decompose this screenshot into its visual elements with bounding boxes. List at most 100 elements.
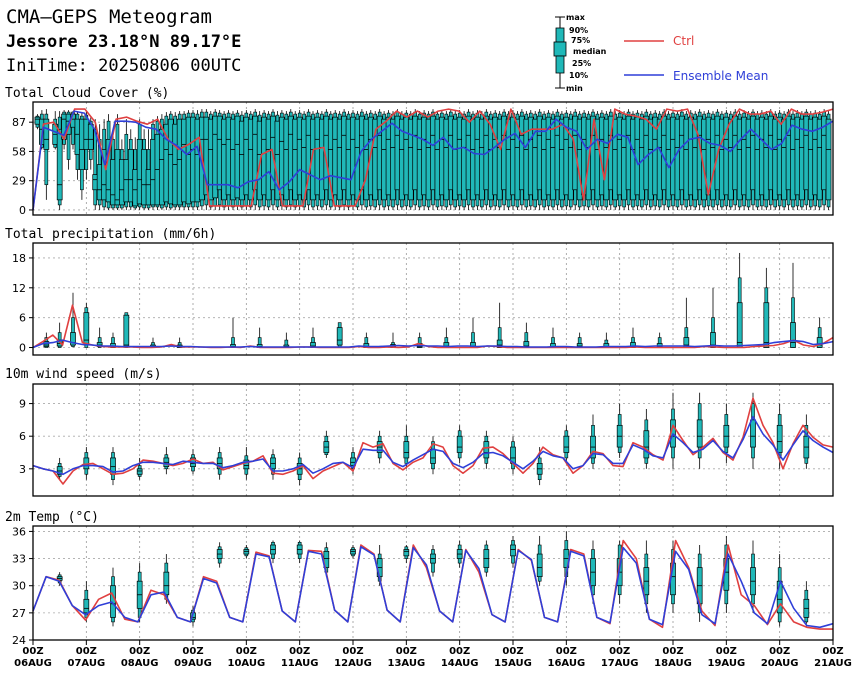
ensemble-box <box>430 545 436 577</box>
x-tick-date: 21AUG <box>814 658 852 669</box>
ensemble-box <box>123 119 130 210</box>
ensemble-box <box>56 457 63 480</box>
box-p25-p75 <box>696 419 703 448</box>
ensemble-box <box>532 111 539 210</box>
box-p25-p75 <box>510 544 516 557</box>
x-tick-time: 00Z <box>716 646 737 657</box>
x-tick-date: 14AUG <box>441 658 479 669</box>
panel: Total Cloud Cover (%) 0 29 58 87 <box>5 86 834 217</box>
ensemble-box <box>470 317 476 348</box>
ensemble-box <box>136 563 143 622</box>
legend-box-label: 25% <box>572 59 591 68</box>
box-p25-p75 <box>536 553 543 578</box>
x-tick-date: 20AUG <box>761 658 799 669</box>
ensemble-box <box>790 262 796 348</box>
ensemble-box <box>416 111 423 210</box>
ensemble-box <box>523 322 530 348</box>
box-p25-p75 <box>243 459 250 470</box>
box-p25-p75 <box>43 118 50 150</box>
ensemble-box <box>590 414 596 469</box>
y-tick-label: 0 <box>19 204 26 217</box>
x-tick-date: 15AUG <box>494 658 532 669</box>
box-p25-p75 <box>643 430 650 459</box>
ensemble-box <box>185 110 192 210</box>
ensemble-box <box>496 302 503 348</box>
box-p25-p75 <box>563 435 570 453</box>
box-p10-p90 <box>66 111 71 160</box>
ensemble-box <box>630 327 636 348</box>
x-tick-date: 06AUG <box>14 658 52 669</box>
ensemble-box <box>350 545 356 559</box>
ensemble-mean-line <box>32 110 834 211</box>
ensemble-box <box>443 111 450 210</box>
ensemble-box <box>56 111 63 210</box>
ensemble-box <box>172 112 179 210</box>
ensemble-box <box>167 111 174 210</box>
ensemble-box <box>456 540 463 568</box>
ensemble-box <box>483 540 490 577</box>
x-tick-date: 13AUG <box>387 658 425 669</box>
box-p25-p75 <box>430 448 436 464</box>
ensemble-box <box>510 535 516 568</box>
y-tick-label: 6 <box>19 312 26 325</box>
ensemble-box <box>456 425 463 464</box>
ensemble-box <box>630 111 636 210</box>
x-tick-date: 12AUG <box>334 658 372 669</box>
panel-frame <box>32 383 834 497</box>
ensemble-box <box>256 327 263 348</box>
x-tick-date: 07AUG <box>67 658 105 669</box>
panel: 2m Temp (°C) 24 27 30 33 36 <box>5 510 834 647</box>
ensemble-box <box>710 287 716 348</box>
ensemble-box <box>647 111 654 210</box>
ctrl-series-line <box>32 108 834 211</box>
ensemble-box <box>270 540 276 564</box>
ensemble-box <box>736 252 743 348</box>
box-p25-p75 <box>243 549 250 555</box>
ensemble-mean-line <box>32 545 834 629</box>
box-p25-p75 <box>736 302 743 348</box>
ensemble-box <box>110 129 116 210</box>
ensemble-box <box>216 447 223 480</box>
ensemble-box <box>154 116 161 210</box>
x-tick-time: 00Z <box>449 646 470 657</box>
ensemble-box <box>785 109 792 210</box>
ensemble-box <box>825 111 832 210</box>
ensemble-box <box>341 109 347 210</box>
box-p25-p75 <box>483 441 490 459</box>
legend: max 90% 75% median 25% 10% min Ctrl Ense… <box>553 13 768 93</box>
legend-box-label: 75% <box>571 36 590 45</box>
x-tick-date: 08AUG <box>121 658 159 669</box>
ensemble-box <box>763 267 770 348</box>
ensemble-box <box>163 447 170 475</box>
ensemble-box <box>687 110 694 210</box>
ensemble-box <box>576 332 583 348</box>
ensemble-box <box>83 302 90 348</box>
ensemble-box <box>336 322 343 348</box>
panel-title: Total precipitation (mm/6h) <box>5 227 216 242</box>
ensemble-box <box>803 581 810 627</box>
panel: Total precipitation (mm/6h) 0 6 12 18 <box>5 227 834 356</box>
box-p25-p75 <box>70 332 76 346</box>
ensemble-box <box>710 111 716 210</box>
x-tick-time: 00Z <box>822 646 843 657</box>
ensemble-box <box>603 332 610 348</box>
x-axis: 00Z06AUG00Z07AUG00Z08AUG00Z09AUG00Z10AUG… <box>14 640 852 669</box>
panel-frame <box>32 242 834 356</box>
meteogram-title: CMA–GEPS Meteogram <box>6 6 212 28</box>
ensemble-box <box>590 540 596 604</box>
ensemble-box <box>816 317 823 348</box>
ensemble-box <box>136 457 143 480</box>
box-p25-p75 <box>403 549 410 557</box>
ensemble-box <box>96 327 103 348</box>
box-p25-p75 <box>56 128 63 201</box>
ensemble-box <box>683 297 690 348</box>
box-p25-p75 <box>456 435 463 453</box>
ensemble-box <box>443 327 450 348</box>
x-tick-time: 00Z <box>129 646 150 657</box>
ensemble-box <box>567 111 574 210</box>
ensemble-box <box>750 392 756 469</box>
ensemble-mean-line <box>32 415 834 476</box>
ensemble-box <box>430 436 436 475</box>
ensemble-box <box>350 110 356 210</box>
